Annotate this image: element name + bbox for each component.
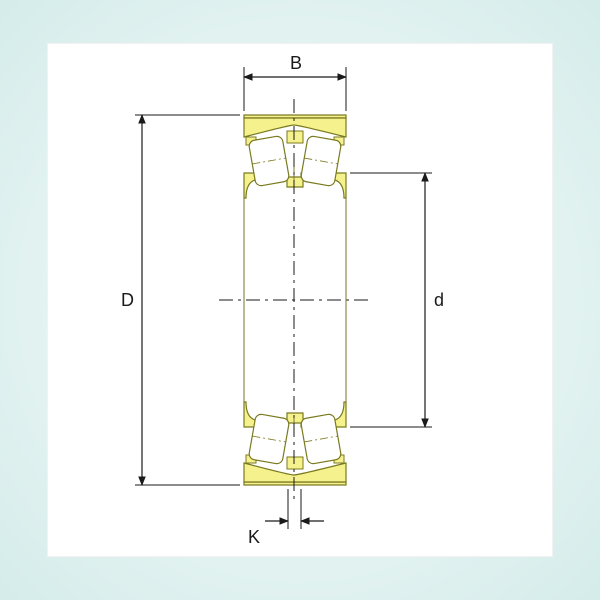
bearing-bottom-half xyxy=(244,300,346,485)
diagram-canvas: B D d K xyxy=(47,43,553,557)
dimension-K: K xyxy=(248,489,324,547)
label-d: d xyxy=(434,290,444,310)
bearing-top-half xyxy=(244,115,346,300)
label-B: B xyxy=(290,53,302,73)
label-K: K xyxy=(248,527,260,547)
dimension-B: B xyxy=(244,53,346,111)
bearing-cross-section: B D d K xyxy=(47,43,553,557)
label-D: D xyxy=(121,290,134,310)
